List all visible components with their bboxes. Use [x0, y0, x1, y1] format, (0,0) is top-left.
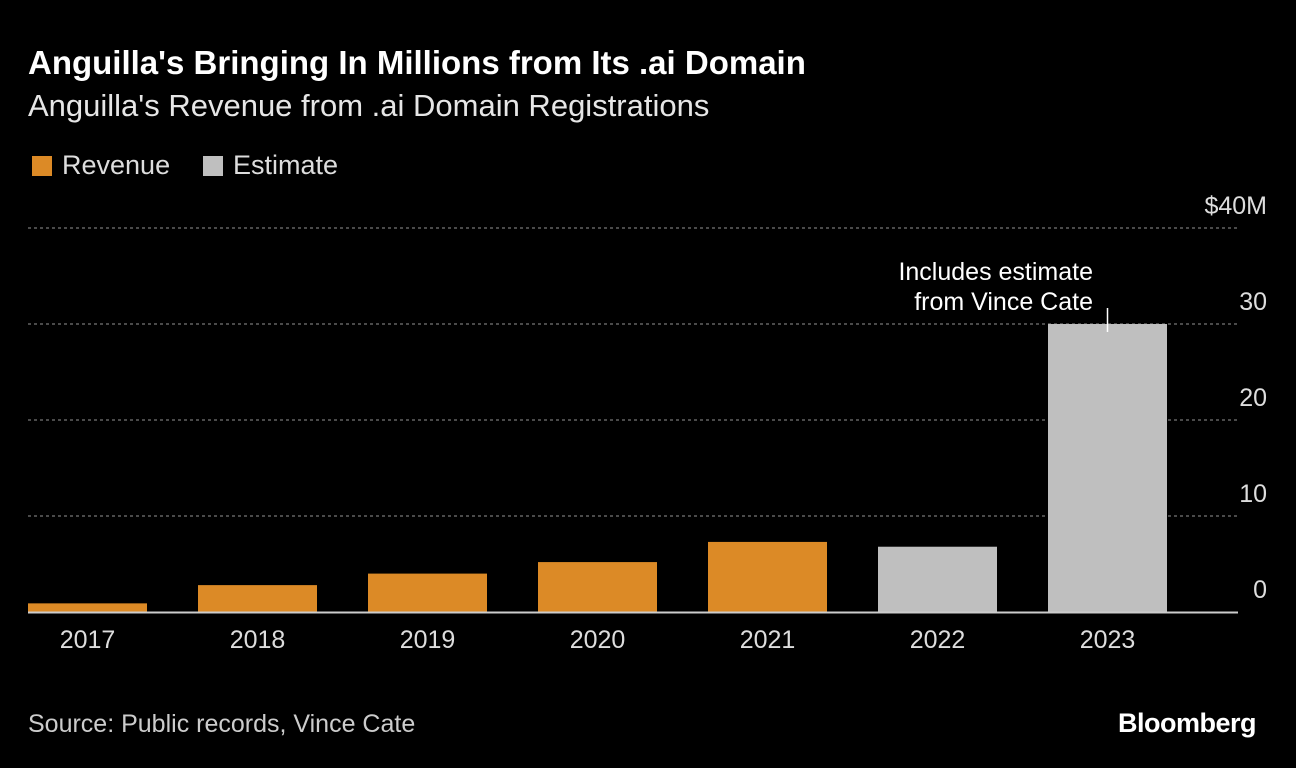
bar-2018 [198, 585, 317, 612]
y-tick-label: $40M [1204, 192, 1267, 220]
bar-2023 [1048, 324, 1167, 612]
bar-2022 [878, 546, 997, 612]
bar-2019 [368, 573, 487, 612]
x-tick-label: 2020 [570, 626, 626, 654]
bar-2021 [708, 541, 827, 612]
chart-title: Anguilla's Bringing In Millions from Its… [28, 44, 806, 81]
legend-swatch [203, 155, 223, 176]
x-tick-label: 2019 [400, 626, 456, 654]
annotation-line2: from Vince Cate [914, 288, 1093, 316]
x-tick-label: 2017 [60, 626, 116, 654]
bar-2020 [538, 562, 657, 612]
bar-2017 [28, 603, 147, 612]
y-tick-label: 30 [1239, 288, 1267, 316]
y-tick-label: 0 [1253, 576, 1267, 604]
y-tick-label: 10 [1239, 480, 1267, 508]
x-tick-label: 2022 [910, 626, 966, 654]
legend-revenue: Revenue [32, 150, 170, 181]
legend-swatch [32, 155, 52, 176]
legend-label: Revenue [62, 150, 171, 180]
x-tick-label: 2023 [1080, 626, 1136, 654]
chart-subtitle: Anguilla's Revenue from .ai Domain Regis… [28, 88, 710, 123]
annotation-line1: Includes estimate [898, 258, 1093, 286]
y-tick-label: 20 [1239, 384, 1267, 412]
legend-label: Estimate [233, 150, 339, 180]
source-note: Source: Public records, Vince Cate [28, 710, 416, 738]
x-tick-label: 2021 [740, 626, 796, 654]
x-tick-label: 2018 [230, 626, 286, 654]
bloomberg-logo: Bloomberg [1117, 708, 1257, 738]
legend-estimate: Estimate [203, 150, 338, 181]
